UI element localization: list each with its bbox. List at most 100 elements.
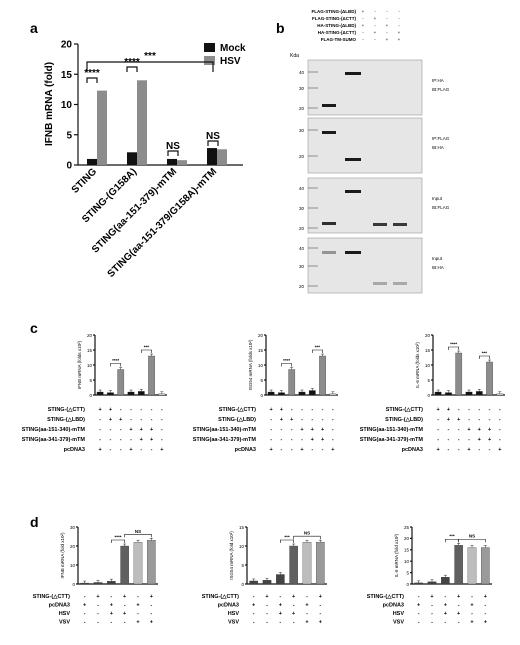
y-tick-label: 0 bbox=[241, 582, 244, 587]
condition-label: pcDNA3 bbox=[402, 447, 423, 453]
blot-header-sign: - bbox=[374, 23, 376, 28]
blot-ip-label: Input bbox=[432, 256, 443, 261]
condition-sign: - bbox=[484, 611, 486, 617]
blot-header-sign: - bbox=[398, 16, 400, 21]
bar-2 bbox=[288, 369, 296, 396]
blot-membrane bbox=[307, 117, 423, 174]
blot-header-sign: - bbox=[386, 30, 388, 35]
mini-chart: 0 10 20 30 IFNB mRNA (fold x10²) **** NS bbox=[60, 525, 158, 587]
condition-sign: - bbox=[110, 427, 112, 433]
condition-sign: - bbox=[140, 417, 142, 423]
condition-label: STING-(△CTT) bbox=[33, 593, 70, 600]
condition-label: STING(aa-151-340)-mTM bbox=[193, 427, 257, 433]
condition-label: pcDNA3 bbox=[235, 447, 256, 453]
mw-marker-label: 40 bbox=[299, 246, 305, 251]
mini-chart: 0 5 10 15 20 25 IL-6 mRNA (fold x10²) *** NS bbox=[394, 525, 492, 587]
blot-band bbox=[393, 282, 407, 285]
y-axis-label: IFNB mRNA (fold) bbox=[44, 62, 55, 146]
condition-sign: + bbox=[265, 594, 268, 600]
condition-sign: + bbox=[280, 417, 283, 423]
condition-sign: + bbox=[430, 594, 433, 600]
condition-sign: + bbox=[305, 603, 308, 609]
y-tick-label: 10 bbox=[425, 363, 431, 368]
y-tick-label: 15 bbox=[425, 348, 431, 353]
condition-label: VSV bbox=[228, 620, 239, 626]
bar-4 bbox=[467, 547, 477, 585]
condition-sign: - bbox=[418, 594, 420, 600]
sig-bracket bbox=[140, 349, 152, 353]
condition-sign: - bbox=[458, 437, 460, 443]
legend-swatch-mock bbox=[204, 43, 215, 52]
condition-sign: - bbox=[161, 417, 163, 423]
condition-label: STING-(△CTT) bbox=[367, 593, 404, 600]
blot-ib-label: IB:FLAG bbox=[432, 87, 450, 92]
condition-sign: + bbox=[150, 427, 153, 433]
bar-hsv-1 bbox=[137, 80, 147, 165]
condition-label: STING-(△LBD) bbox=[47, 416, 85, 423]
blot-band bbox=[322, 104, 336, 107]
condition-sign: - bbox=[151, 407, 153, 413]
sig-label: **** bbox=[283, 358, 290, 363]
mw-marker-label: 30 bbox=[299, 128, 305, 133]
sig-label: *** bbox=[144, 345, 150, 350]
condition-sign: + bbox=[457, 611, 460, 617]
bar-2 bbox=[107, 581, 116, 585]
condition-label: pcDNA3 bbox=[383, 603, 404, 609]
bar-mock-2 bbox=[167, 158, 177, 165]
condition-sign: - bbox=[332, 427, 334, 433]
condition-sign: - bbox=[270, 427, 272, 433]
condition-sign: + bbox=[292, 611, 295, 617]
bar-3 bbox=[465, 391, 473, 396]
y-tick-label: 10 bbox=[87, 363, 93, 368]
condition-sign: - bbox=[319, 611, 321, 617]
blot-header-label: FLAG-TM-SUMO bbox=[321, 37, 357, 42]
bar-3 bbox=[120, 545, 129, 585]
condition-sign: - bbox=[431, 620, 433, 626]
y-tick-label: 10 bbox=[70, 563, 76, 568]
condition-sign: + bbox=[123, 594, 126, 600]
category-label: STING bbox=[70, 166, 100, 196]
condition-sign: + bbox=[484, 594, 487, 600]
bar-1 bbox=[278, 392, 285, 396]
condition-sign: - bbox=[253, 620, 255, 626]
condition-sign: - bbox=[137, 611, 139, 617]
sig-label: *** bbox=[449, 534, 455, 539]
condition-sign: - bbox=[311, 417, 313, 423]
sig-label-3: NS bbox=[166, 141, 180, 152]
bar-0 bbox=[414, 582, 423, 585]
condition-sign: + bbox=[300, 447, 303, 453]
condition-sign: - bbox=[499, 427, 501, 433]
condition-sign: - bbox=[478, 447, 480, 453]
condition-sign: - bbox=[489, 447, 491, 453]
condition-sign: + bbox=[331, 447, 334, 453]
condition-label: HSV bbox=[228, 611, 240, 617]
condition-sign: + bbox=[150, 620, 153, 626]
blot-header-sign: - bbox=[362, 16, 364, 21]
blot-header-sign: - bbox=[386, 16, 388, 21]
sig-bracket bbox=[445, 538, 459, 543]
bar-5 bbox=[316, 542, 325, 585]
condition-sign: - bbox=[458, 620, 460, 626]
condition-sign: - bbox=[444, 594, 446, 600]
y-axis-label: ISG54 mRNA (folds x10²) bbox=[248, 339, 253, 390]
condition-sign: - bbox=[266, 620, 268, 626]
blot-header-label: FLAG-STING-(ΔLBD) bbox=[312, 9, 357, 14]
sig-label-5: *** bbox=[144, 51, 156, 62]
blot-header-label: HA-STING-(ΔCTT) bbox=[318, 30, 357, 35]
sig-label: **** bbox=[450, 342, 457, 347]
condition-sign: + bbox=[488, 427, 491, 433]
mw-marker-label: 20 bbox=[299, 154, 305, 159]
sig-bracket bbox=[124, 534, 152, 538]
y-axis-label: IL-6 mRNA (folds x10²) bbox=[415, 342, 420, 388]
condition-label: STING-(△CTT) bbox=[219, 406, 256, 413]
y-tick-label: 10 bbox=[61, 100, 73, 111]
sig-label: NS bbox=[135, 529, 141, 534]
condition-sign: - bbox=[84, 611, 86, 617]
bar-1 bbox=[427, 581, 437, 585]
bar-hsv-0 bbox=[97, 90, 107, 165]
condition-sign: - bbox=[120, 447, 122, 453]
y-tick-label: 15 bbox=[258, 348, 264, 353]
sig-bracket bbox=[293, 535, 321, 540]
condition-sign: - bbox=[99, 427, 101, 433]
y-tick-label: 0 bbox=[66, 161, 72, 172]
